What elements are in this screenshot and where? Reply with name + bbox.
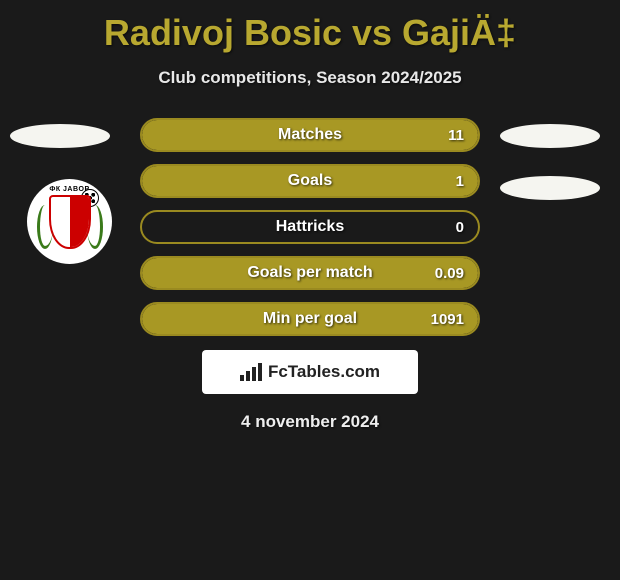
stat-row: Hattricks0 [140,210,480,244]
stat-label: Goals [142,166,478,196]
snapshot-date: 4 november 2024 [0,412,620,432]
stat-label: Matches [142,120,478,150]
stat-value: 0.09 [435,258,464,288]
brand-text: FcTables.com [268,362,380,382]
stat-value: 1091 [431,304,464,334]
stat-row: Matches11 [140,118,480,152]
stat-row: Goals1 [140,164,480,198]
stats-container: Matches11 Goals1 Hattricks0 Goals per match… [70,118,550,336]
stat-row: Goals per match0.09 [140,256,480,290]
stat-value: 11 [448,120,464,150]
stat-label: Goals per match [142,258,478,288]
brand-badge[interactable]: FcTables.com [202,350,418,394]
wreath-left-icon [37,205,53,249]
stat-label: Min per goal [142,304,478,334]
bar-chart-icon [240,363,262,381]
page-subtitle: Club competitions, Season 2024/2025 [0,68,620,88]
stat-row: Min per goal1091 [140,302,480,336]
stat-label: Hattricks [142,212,478,242]
stat-value: 0 [456,212,464,242]
page-title: Radivoj Bosic vs GajiÄ‡ [0,0,620,54]
stat-value: 1 [456,166,464,196]
